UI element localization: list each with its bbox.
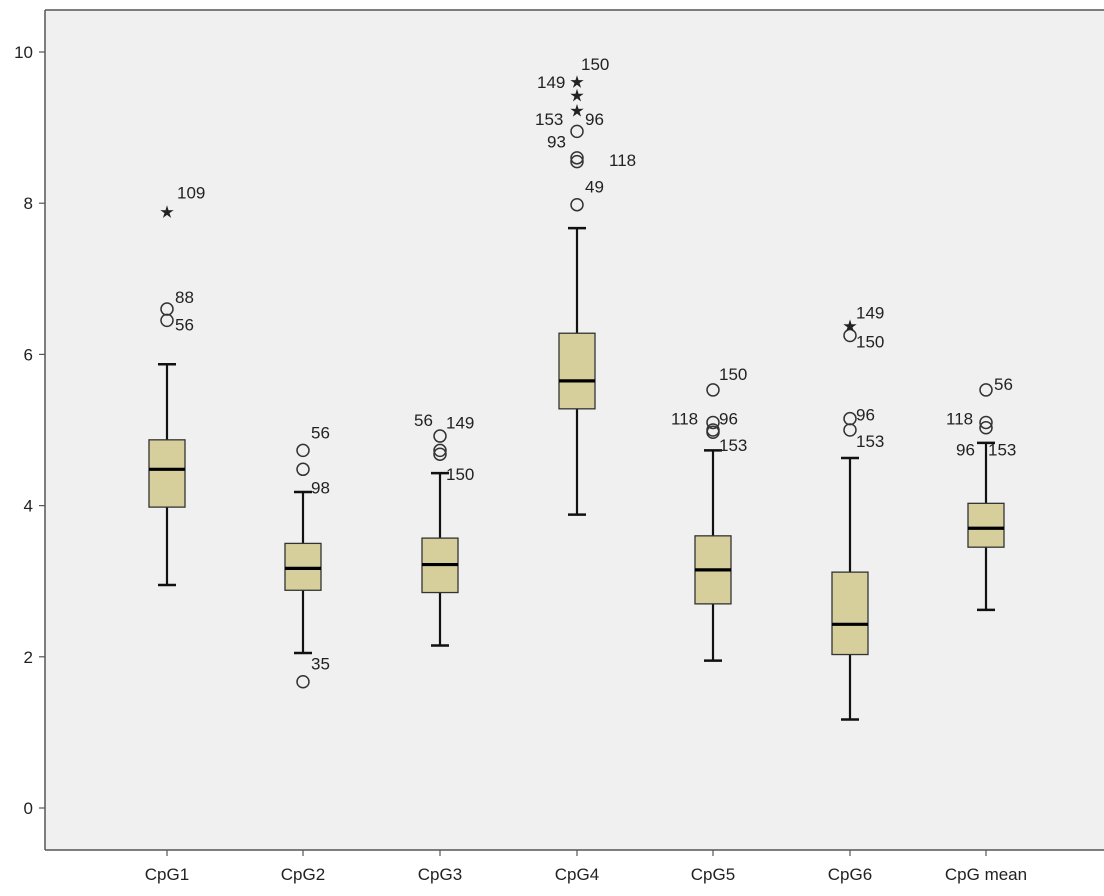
outlier-label: 98 [311,478,330,497]
outlier-label: 56 [311,423,330,442]
x-tick-label: CpG mean [945,865,1027,884]
outlier-label: 93 [547,132,566,151]
outlier-label: 150 [856,333,884,352]
box-iqr [149,440,185,507]
outlier-label: 96 [856,406,875,425]
outlier-label: 49 [585,178,604,197]
outlier-label: 96 [719,409,738,428]
outlier-label: 35 [311,655,330,674]
outlier-label: 56 [994,375,1013,394]
extreme-label: 149 [537,73,565,92]
outlier-label: 149 [446,413,474,432]
outlier-label: 118 [609,151,636,170]
outlier-label: 153 [719,436,747,455]
y-tick-label: 10 [14,43,33,62]
outlier-label: 153 [856,432,884,451]
outlier-label: 118 [671,409,698,428]
extreme-label: 149 [856,303,884,322]
x-tick-label: CpG2 [281,865,325,884]
outlier-label: 118 [946,409,973,428]
extreme-label: 150 [581,55,609,74]
x-tick-label: CpG5 [691,865,735,884]
x-tick-label: CpG1 [145,865,189,884]
outlier-label: 88 [175,288,194,307]
extreme-label: 153 [535,110,563,129]
outlier-label: 153 [988,441,1016,460]
x-tick-label: CpG3 [418,865,462,884]
x-tick-label: CpG4 [555,865,599,884]
outlier-label: 96 [956,441,975,460]
outlier-label: 150 [446,465,474,484]
x-tick-label: CpG6 [828,865,872,884]
box-iqr [968,503,1004,547]
y-tick-label: 6 [24,345,33,364]
outlier-label: 56 [414,411,433,430]
box-iqr [559,333,595,409]
outlier-label: 56 [175,315,194,334]
box-iqr [832,572,868,654]
y-tick-label: 8 [24,194,33,213]
y-tick-label: 0 [24,799,33,818]
extreme-label: 109 [177,183,205,202]
extreme-label: 96 [585,110,604,129]
y-tick-label: 4 [24,497,33,516]
outlier-label: 150 [719,365,747,384]
y-tick-label: 2 [24,648,33,667]
